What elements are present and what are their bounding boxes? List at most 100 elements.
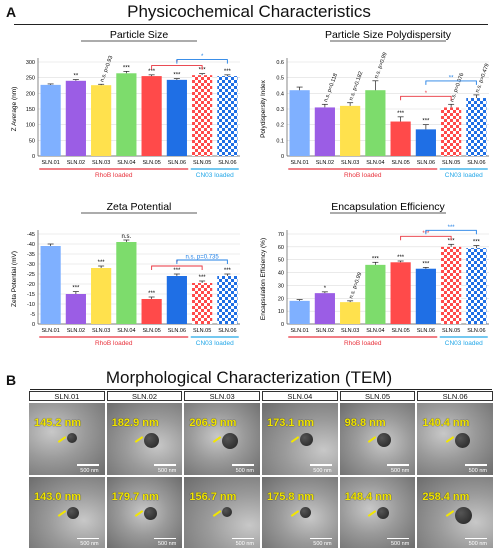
bar — [217, 76, 238, 156]
scale-bar — [464, 464, 487, 466]
x-tick-label: SLN.05 — [193, 160, 211, 166]
x-tick-label: SLN.04 — [366, 328, 384, 334]
x-tick-label: SLN.06 — [168, 328, 186, 334]
group-label: RhoB loaded — [95, 340, 133, 347]
section-a-letter: A — [6, 4, 17, 20]
bar — [192, 283, 213, 324]
scale-bar — [154, 464, 177, 466]
bar — [289, 90, 310, 156]
scale-bar-label: 500 nm — [390, 467, 410, 474]
y-tick-label: 70 — [278, 232, 284, 238]
significance-label: *** — [173, 73, 181, 79]
bar — [340, 302, 361, 324]
bar — [217, 276, 238, 324]
tem-micrograph: 143.0 nm 500 nm — [29, 476, 105, 548]
bracket-label: ** — [449, 75, 454, 81]
y-tick-label: 10 — [278, 309, 284, 315]
bar — [91, 268, 112, 324]
size-marker — [212, 509, 222, 517]
size-marker — [445, 436, 455, 443]
significance-label: n.s. p=0.118 — [323, 73, 339, 103]
bar — [166, 276, 187, 324]
nanoparticle — [144, 433, 160, 449]
scale-bar-label: 500 nm — [468, 467, 487, 474]
size-marker — [368, 436, 377, 443]
significance-label: *** — [224, 69, 232, 75]
y-tick-label: 50 — [29, 138, 35, 144]
scale-bar-label: 500 nm — [235, 541, 254, 547]
significance-label: *** — [224, 268, 232, 274]
significance-label: *** — [148, 69, 156, 75]
tem-micrograph: 148.4 nm 500 nm — [339, 476, 416, 548]
size-marker — [135, 509, 144, 517]
bar — [65, 294, 86, 324]
significance-label: *** — [397, 111, 405, 117]
y-tick-label: -35 — [27, 252, 35, 258]
particle-size-label: 173.1 nm — [267, 417, 315, 430]
x-tick-label: SLN.06 — [218, 160, 236, 166]
significance-label: *** — [72, 286, 80, 292]
size-marker — [57, 509, 67, 517]
x-tick-label: SLN.04 — [117, 160, 135, 166]
group-label: RhoB loaded — [344, 340, 382, 347]
bar — [141, 76, 162, 156]
y-tick-label: 0 — [32, 154, 35, 160]
significance-label: n.s. p=0.99 — [374, 52, 389, 80]
bar — [466, 98, 487, 156]
x-tick-label: SLN.01 — [290, 328, 308, 334]
x-tick-label: SLN.03 — [341, 160, 359, 166]
tem-micrograph: 98.8 nm 500 nm — [339, 403, 416, 475]
scale-bar-label: 500 nm — [80, 541, 99, 547]
tem-micrograph: 206.9 nm 500 nm — [184, 403, 260, 475]
particle-size-label: 140.4 nm — [422, 417, 470, 430]
x-tick-label: SLN.03 — [92, 328, 110, 334]
bracket-label: *** — [448, 225, 456, 231]
significance-label: n.s. p=0.93 — [99, 55, 114, 83]
size-marker — [135, 436, 144, 443]
x-tick-label: SLN.02 — [316, 160, 334, 166]
zeta-potential-chart: Zeta Potential 0 -5 -10 -15 -20 -25 -30 -35 -40 -4… — [11, 201, 240, 347]
scale-bar-label: 500 nm — [468, 541, 487, 547]
x-tick-label: SLN.06 — [168, 160, 186, 166]
bar — [116, 242, 137, 324]
significance-label: *** — [199, 68, 207, 74]
significance-bracket — [425, 80, 477, 85]
scale-bar — [464, 537, 487, 539]
nanoparticle — [144, 506, 158, 520]
x-tick-label: SLN.01 — [41, 328, 59, 334]
significance-label: *** — [148, 291, 156, 297]
x-tick-label: SLN.05 — [442, 160, 460, 166]
x-tick-label: SLN.05 — [391, 328, 409, 334]
chart-title: Zeta Potential — [107, 201, 172, 213]
bar — [340, 105, 361, 156]
y-tick-label: -30 — [27, 262, 35, 268]
significance-bracket — [176, 59, 228, 64]
bar — [192, 75, 213, 156]
y-tick-label: 100 — [26, 123, 35, 129]
section-a-rule — [14, 24, 488, 25]
y-tick-label: -10 — [27, 302, 35, 308]
bar — [116, 73, 137, 156]
bar — [166, 79, 187, 156]
group-label: CN03 loaded — [196, 340, 234, 347]
significance-label: *** — [199, 275, 207, 281]
chart-title: Particle Size Polydispersity — [325, 29, 452, 41]
x-tick-label: SLN.03 — [341, 328, 359, 334]
x-tick-label: SLN.06 — [417, 160, 435, 166]
nanoparticle — [66, 433, 77, 444]
significance-bracket — [151, 65, 203, 70]
nanoparticle — [377, 433, 392, 448]
scale-bar-label: 500 nm — [313, 541, 332, 547]
nanoparticle — [222, 506, 233, 517]
scale-bar — [231, 464, 254, 466]
significance-label: *** — [372, 256, 380, 262]
tem-micrograph: 179.7 nm 500 nm — [106, 476, 183, 548]
x-tick-label: SLN.05 — [442, 328, 460, 334]
nanoparticle — [455, 506, 473, 524]
bar — [314, 107, 335, 156]
significance-label: n.s. p=0.479 — [475, 63, 491, 94]
bar — [415, 129, 436, 156]
significance-bracket — [400, 235, 452, 241]
particle-size-label: 206.9 nm — [189, 417, 237, 430]
y-tick-label: 0 — [32, 322, 35, 328]
